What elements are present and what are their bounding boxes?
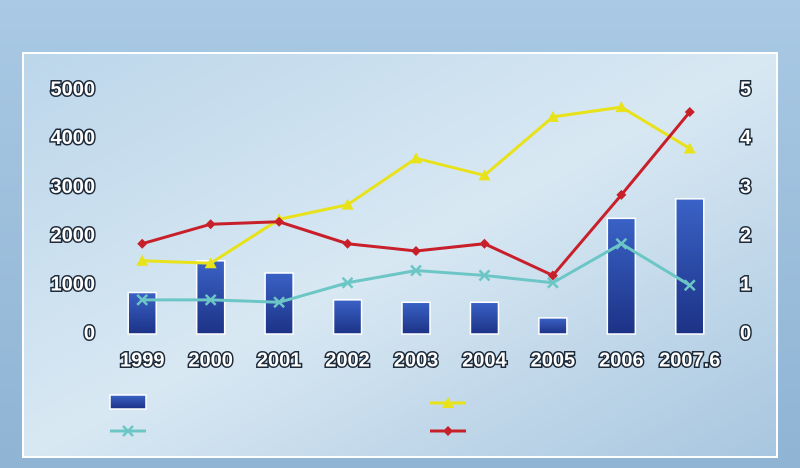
x-tick-label: 1999 [120, 349, 165, 371]
x-tick-label: 2007.6 [659, 349, 720, 371]
marker [684, 106, 695, 117]
marker [341, 276, 354, 289]
y-tick-label: 5000 [51, 78, 96, 100]
marker [341, 198, 354, 210]
marker [342, 238, 353, 249]
x-tick-label: 2000 [188, 349, 233, 371]
panel [22, 52, 778, 458]
x-tick-label: 2002 [325, 349, 370, 371]
marker [204, 293, 217, 306]
legend-marker [442, 397, 454, 408]
x-tick-label: 2006 [599, 349, 644, 371]
marker [205, 219, 216, 230]
y2-tick-label: 2 [740, 225, 751, 247]
marker [547, 270, 558, 281]
marker [683, 279, 696, 292]
y2-tick-label: 5 [740, 78, 751, 100]
y2-tick-label: 1 [740, 273, 751, 295]
marker [478, 169, 491, 181]
marker [546, 110, 559, 122]
bar [538, 317, 568, 335]
y2-tick-label: 3 [740, 176, 751, 198]
x-tick-label: 2001 [257, 349, 302, 371]
marker [274, 216, 285, 227]
legend-marker [122, 425, 134, 437]
marker [136, 293, 149, 306]
marker [136, 254, 149, 266]
y-tick-label: 4000 [51, 127, 96, 149]
bar [195, 260, 226, 335]
y-tick-label: 3000 [51, 176, 96, 198]
bar [332, 299, 363, 335]
marker [204, 257, 217, 269]
marker [410, 264, 422, 277]
marker [479, 238, 490, 249]
y2-tick-label: 0 [740, 322, 751, 344]
y-tick-label: 0 [84, 322, 95, 344]
marker [137, 238, 148, 249]
marker [478, 269, 491, 282]
x-tick-label: 2004 [462, 349, 507, 371]
marker [615, 101, 628, 113]
marker [616, 189, 627, 200]
y-tick-label: 2000 [51, 225, 96, 247]
marker [273, 296, 285, 309]
marker [615, 237, 628, 250]
legend-swatch [109, 394, 147, 410]
bar [469, 301, 500, 335]
bar [675, 198, 705, 335]
bar [606, 217, 637, 335]
marker [547, 276, 559, 289]
bar [401, 301, 431, 335]
y2-tick-label: 4 [740, 127, 752, 149]
marker [411, 246, 421, 257]
y-tick-label: 1000 [51, 273, 96, 295]
x-tick-label: 2003 [394, 349, 439, 371]
marker [410, 152, 422, 164]
marker [683, 142, 696, 154]
legend-marker [443, 426, 453, 436]
x-tick-label: 2005 [531, 349, 576, 371]
